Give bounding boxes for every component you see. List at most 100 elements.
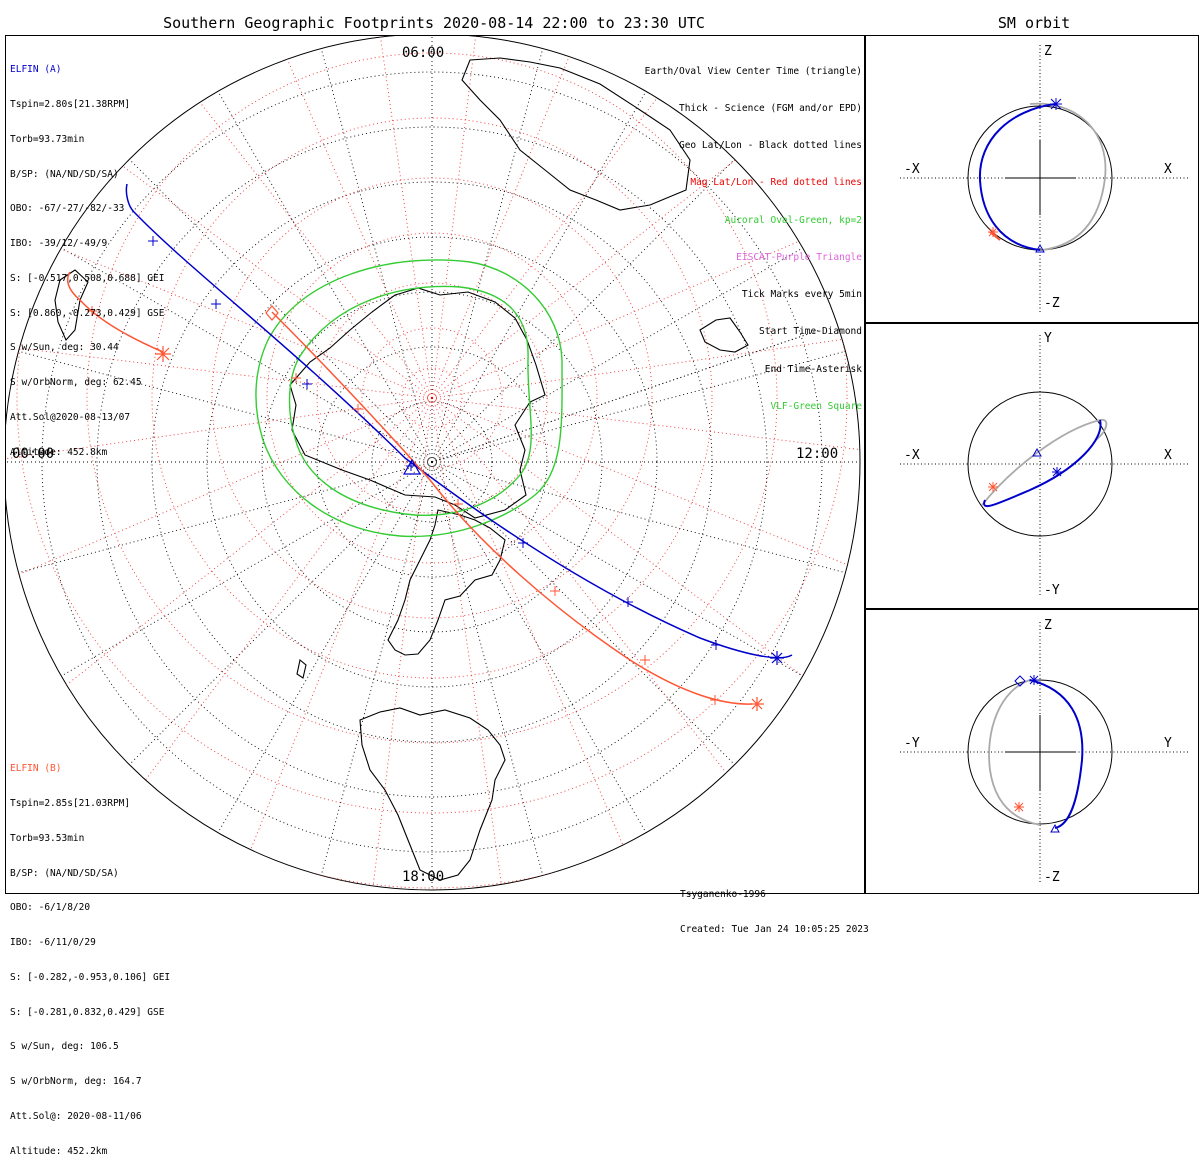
plot-title: Southern Geographic Footprints 2020-08-1…	[163, 14, 705, 32]
geo-meridian	[320, 46, 433, 463]
sm-orbit-title: SM orbit	[997, 14, 1071, 32]
legend-entry: Thick - Science (FGM and/or EPD)	[678, 103, 862, 115]
geo-meridian	[127, 157, 433, 463]
footer: Tsyganenko-1996 Created: Tue Jan 24 10:0…	[680, 866, 869, 947]
mag-lat-circle	[16, 36, 848, 814]
coast-west-land	[54, 269, 89, 341]
elfin-b-info: ELFIN (B) Tspin=2.85s[21.03RPM] Torb=93.…	[10, 740, 170, 1169]
sm3-label-left: -Y	[904, 736, 920, 751]
elfin-a-line: Altitude: 452.8km	[10, 446, 108, 458]
mag-meridian	[431, 397, 669, 890]
mag-lat-circle	[151, 117, 713, 679]
elfin-b-line: S w/OrbNorm, deg: 164.7	[10, 1076, 142, 1088]
legend-entry: End Time-Asterisk	[764, 363, 862, 375]
legend-entry: Geo Lat/Lon - Black dotted lines	[678, 140, 862, 152]
geo-lat-circle	[316, 346, 548, 578]
geo-meridian	[431, 461, 805, 678]
elfin-a-line: B/SP: (NA/ND/SD/SA)	[10, 168, 119, 180]
legend-entry: Mag Lat/Lon - Red dotted lines	[690, 177, 862, 189]
geo-meridian	[431, 461, 648, 835]
mag-meridian	[431, 397, 518, 890]
elfin-a-info: ELFIN (A) Tspin=2.80s[21.38RPM] Torb=93.…	[10, 41, 164, 470]
auroral-oval-outer	[255, 259, 563, 538]
sm-panel-2	[865, 322, 1199, 610]
elfin-b-line: B/SP: (NA/ND/SD/SA)	[10, 867, 119, 879]
elfin-b-tick	[710, 695, 720, 705]
elfin-b-tick	[353, 404, 363, 414]
elfin-b-line: Tspin=2.85s[21.03RPM]	[10, 797, 131, 809]
sm3-label-top: Z	[1044, 618, 1052, 633]
elfin-a-line: S w/Sun, deg: 30.44	[10, 342, 119, 354]
elfin-a-line: S: [-0.517,0.508,0.688] GEI	[10, 272, 165, 284]
sm-panel-1	[865, 35, 1199, 324]
sm2-label-right: X	[1164, 448, 1172, 463]
mag-lat-circle	[266, 232, 598, 564]
clock-label-bottom: 18:00	[402, 869, 445, 885]
elfin-b-line: S: [-0.282,-0.953,0.106] GEI	[10, 971, 171, 983]
sm2-label-left: -X	[904, 448, 920, 463]
elfin-a-track	[125, 183, 793, 659]
mag-meridian	[71, 397, 433, 879]
elfin-b-tick	[640, 655, 650, 665]
elfin-b-tick	[453, 499, 463, 509]
elfin-a-line: Torb=93.73min	[10, 133, 85, 145]
elfin-a-tick-marks	[148, 236, 721, 650]
sm1-orbit-a	[978, 103, 1056, 251]
coast-south-america	[387, 509, 506, 656]
coastlines	[54, 57, 749, 881]
coast-new-zealand	[699, 317, 749, 353]
elfin-a-end-asterisk	[770, 651, 784, 665]
sm2-orbit-back	[981, 418, 1108, 506]
elfin-a-line: Att.Sol@2020-08-13/07	[10, 412, 131, 423]
sm1-label-right: X	[1164, 162, 1172, 177]
geo-meridian	[16, 461, 433, 574]
mag-meridian	[6, 397, 433, 484]
elfin-b-track	[67, 271, 753, 705]
mag-meridian	[359, 397, 433, 890]
geo-meridian	[320, 461, 433, 878]
mag-meridian	[346, 36, 433, 399]
geo-meridian	[431, 461, 737, 767]
elfin-a-tick	[302, 379, 312, 389]
elfin-b-end-asterisks	[155, 346, 764, 711]
mag-meridian	[431, 397, 860, 471]
pole-marker	[430, 396, 434, 400]
mag-meridian	[431, 36, 656, 399]
elfin-b-tick	[550, 586, 560, 596]
coast-australia	[461, 57, 691, 211]
sm-plot-3	[900, 622, 1190, 882]
mag-meridian	[431, 36, 505, 399]
elfin-a-tick	[211, 299, 221, 309]
legend-entry: VLF-Green Square	[770, 400, 862, 412]
sm1-label-bottom: -Z	[1044, 296, 1060, 311]
elfin-b-line: Att.Sol@: 2020-08-11/06	[10, 1111, 142, 1122]
sm-panel-3	[865, 608, 1199, 894]
mag-lat-circle	[211, 177, 653, 619]
elfin-a-line: IBO: -39/12/-49/9	[10, 238, 108, 250]
elfin-b-line: S: [-0.281,0.832,0.429] GSE	[10, 1006, 165, 1018]
elfin-a-tick	[711, 640, 721, 650]
elfin-b-tick	[87, 306, 97, 316]
elfin-b-line: Altitude: 452.2km	[10, 1145, 108, 1157]
mag-meridian	[431, 397, 860, 622]
map-panel	[5, 35, 865, 894]
clock-label-top: 06:00	[402, 45, 445, 61]
elfin-b-start-diamond	[265, 305, 279, 321]
sm1-label-left: -X	[904, 162, 920, 177]
elfin-a-tick	[518, 538, 528, 548]
mag-meridian	[61, 36, 433, 399]
elfin-a-header: ELFIN (A)	[10, 64, 62, 76]
legend-entry: EISCAT-Purple Triangle	[736, 251, 862, 263]
sm1-orbit-back	[1029, 102, 1107, 251]
legend-entry: Start Time-Diamond	[759, 326, 862, 338]
mag-lat-circle	[316, 282, 548, 514]
legend-entry: Auroral Oval-Green, kp=2	[724, 214, 862, 226]
created-label: Created: Tue Jan 24 10:05:25 2023	[680, 923, 869, 935]
clock-label-right: 12:00	[796, 446, 839, 462]
elfin-b-line: Torb=93.53min	[10, 832, 85, 844]
mag-lat-circle	[401, 367, 463, 429]
elfin-b-tick-marks	[87, 306, 720, 705]
sm2-label-top: Y	[1044, 331, 1052, 346]
mag-meridian	[6, 37, 433, 399]
geo-meridian	[59, 461, 433, 678]
